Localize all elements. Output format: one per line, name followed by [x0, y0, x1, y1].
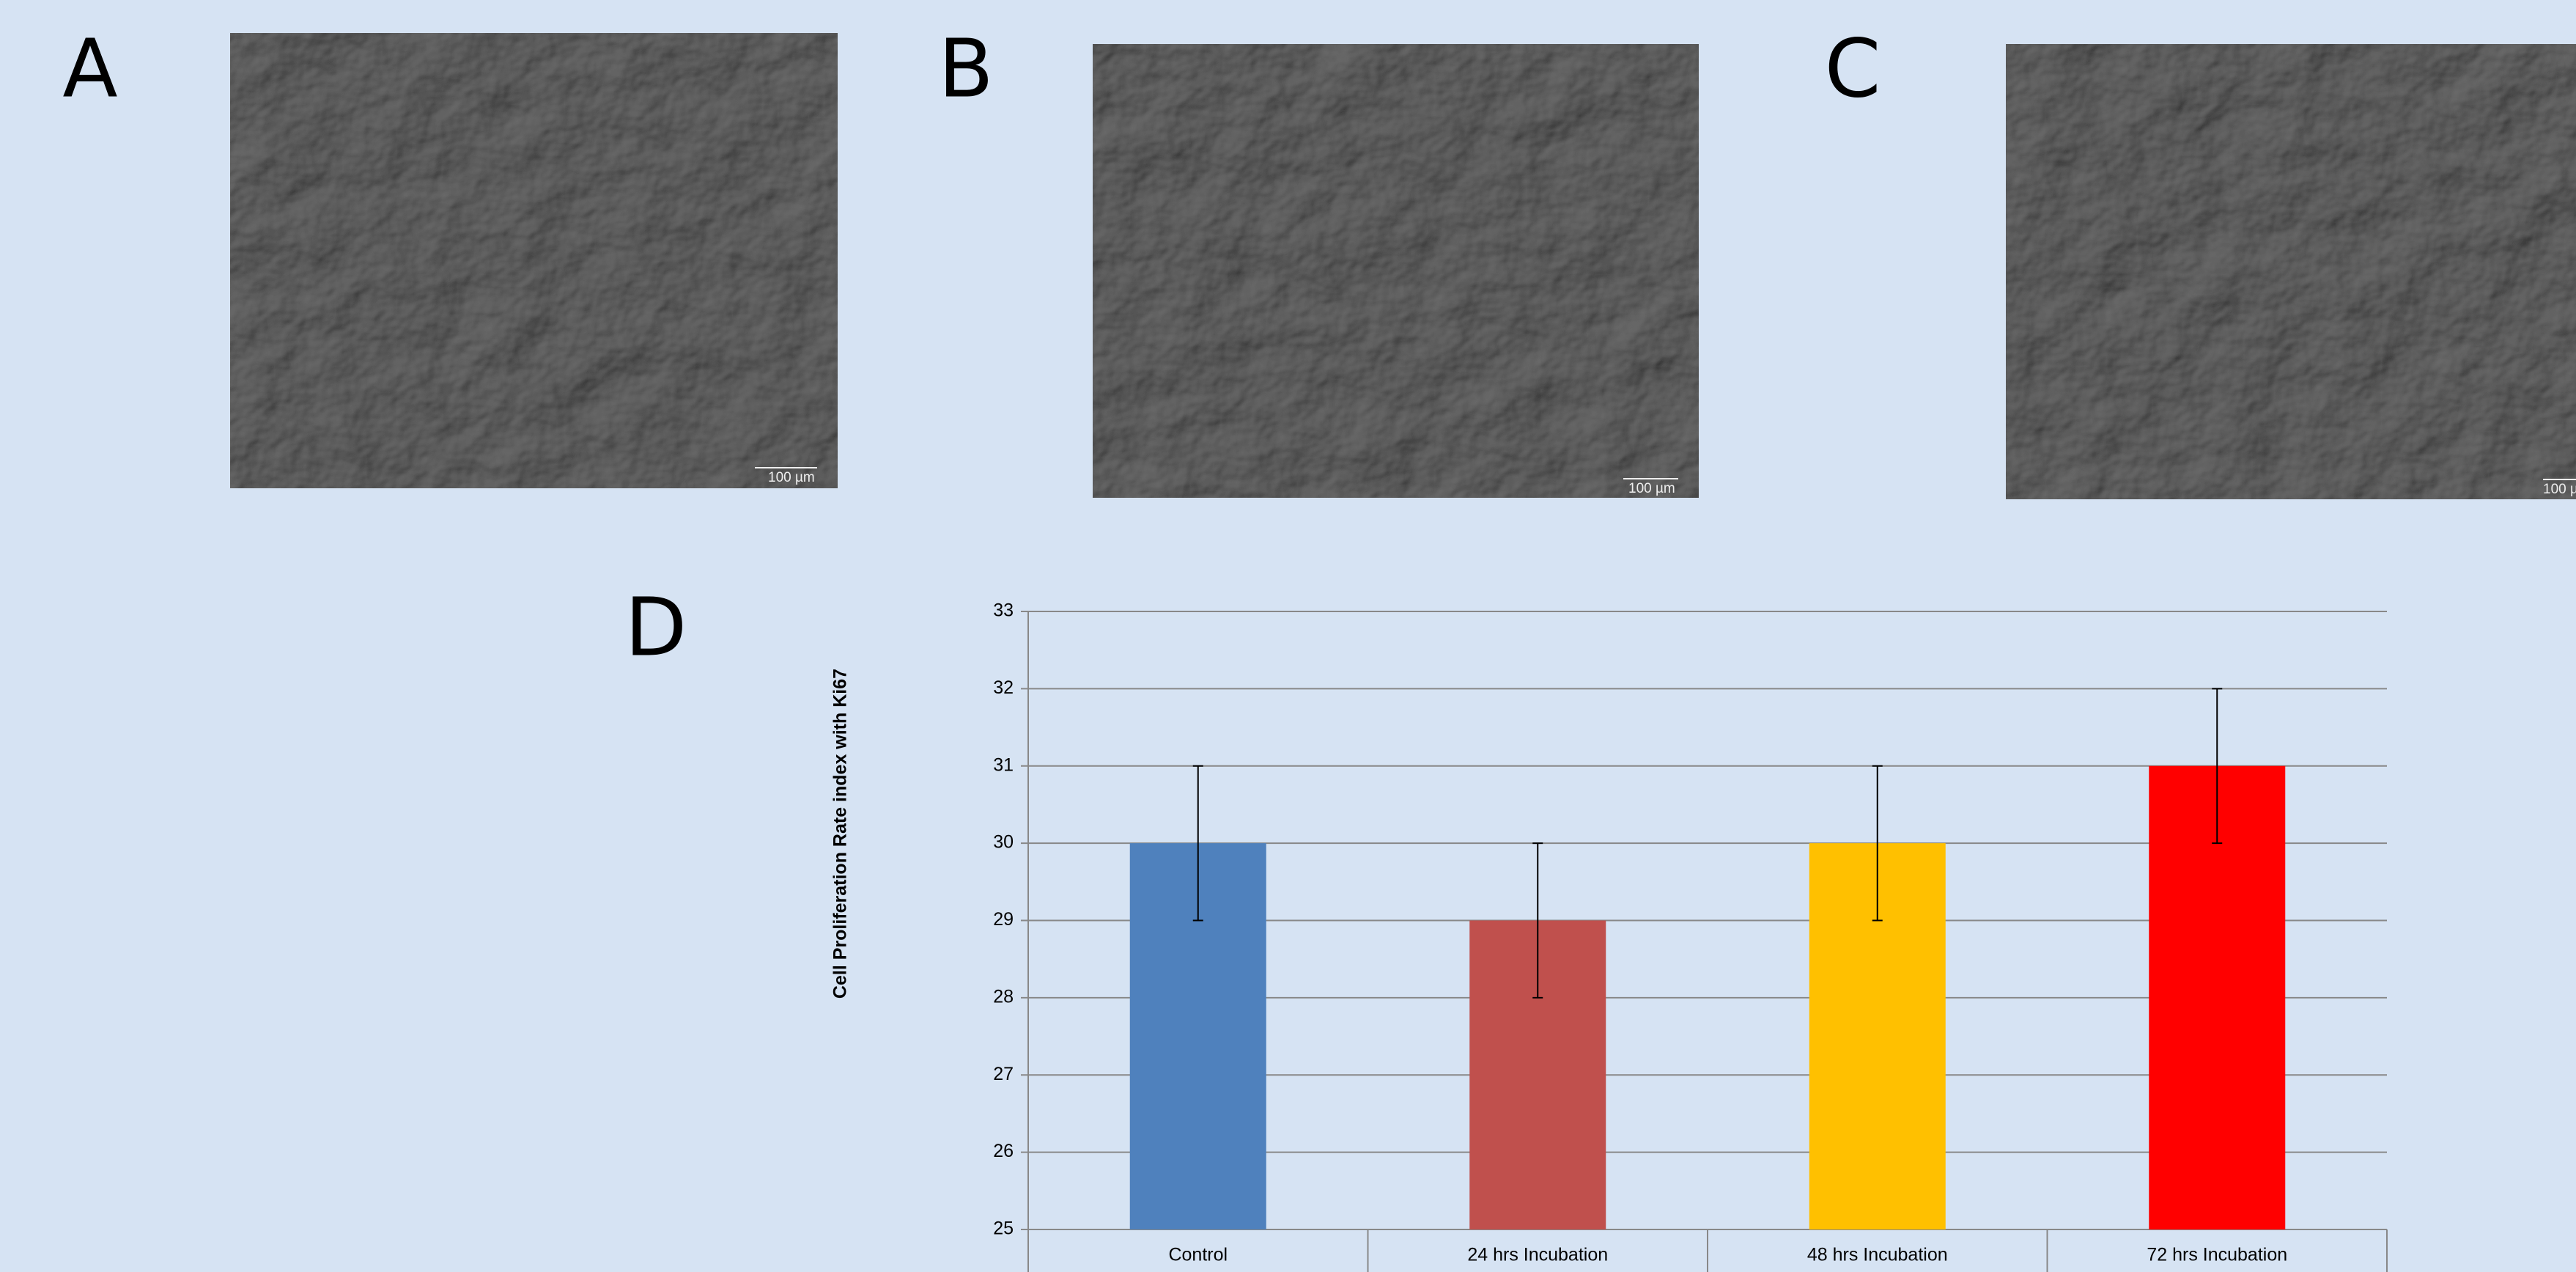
panel-label: A — [62, 21, 117, 115]
micrograph: 100 µm — [230, 33, 838, 488]
panel-label: B — [938, 21, 993, 115]
x-tick-label: 48 hrs Incubation — [1807, 1245, 1948, 1265]
scale-bar-label: 100 µm — [2543, 482, 2576, 497]
figure: A B C D 100 µm 100 µm 100 µm Cell Prolif… — [0, 0, 2576, 1272]
panel-label: D — [625, 580, 687, 674]
panel-label: C — [1825, 21, 1881, 115]
y-tick-label: 28 — [993, 986, 1014, 1007]
x-tick-label: 24 hrs Incubation — [1467, 1245, 1608, 1265]
y-tick-label: 26 — [993, 1141, 1014, 1161]
y-tick-label: 33 — [993, 600, 1014, 621]
y-tick-label: 29 — [993, 909, 1014, 930]
micrograph: 100 µm — [1093, 44, 1699, 498]
scale-bar-label: 100 µm — [1628, 481, 1675, 496]
y-tick-label: 32 — [993, 677, 1014, 698]
x-tick-label: Control — [1168, 1245, 1228, 1265]
y-tick-label: 30 — [993, 832, 1014, 853]
x-tick-label: 72 hrs Incubation — [2147, 1245, 2287, 1265]
y-tick-label: 31 — [993, 754, 1014, 775]
scale-bar-label: 100 µm — [768, 470, 815, 485]
y-tick-label: 27 — [993, 1064, 1014, 1084]
micrograph: 100 µm — [2006, 44, 2576, 499]
y-axis-label: Cell Proliferation Rate index with Ki67 — [830, 669, 851, 999]
y-tick-label: 25 — [993, 1218, 1014, 1239]
